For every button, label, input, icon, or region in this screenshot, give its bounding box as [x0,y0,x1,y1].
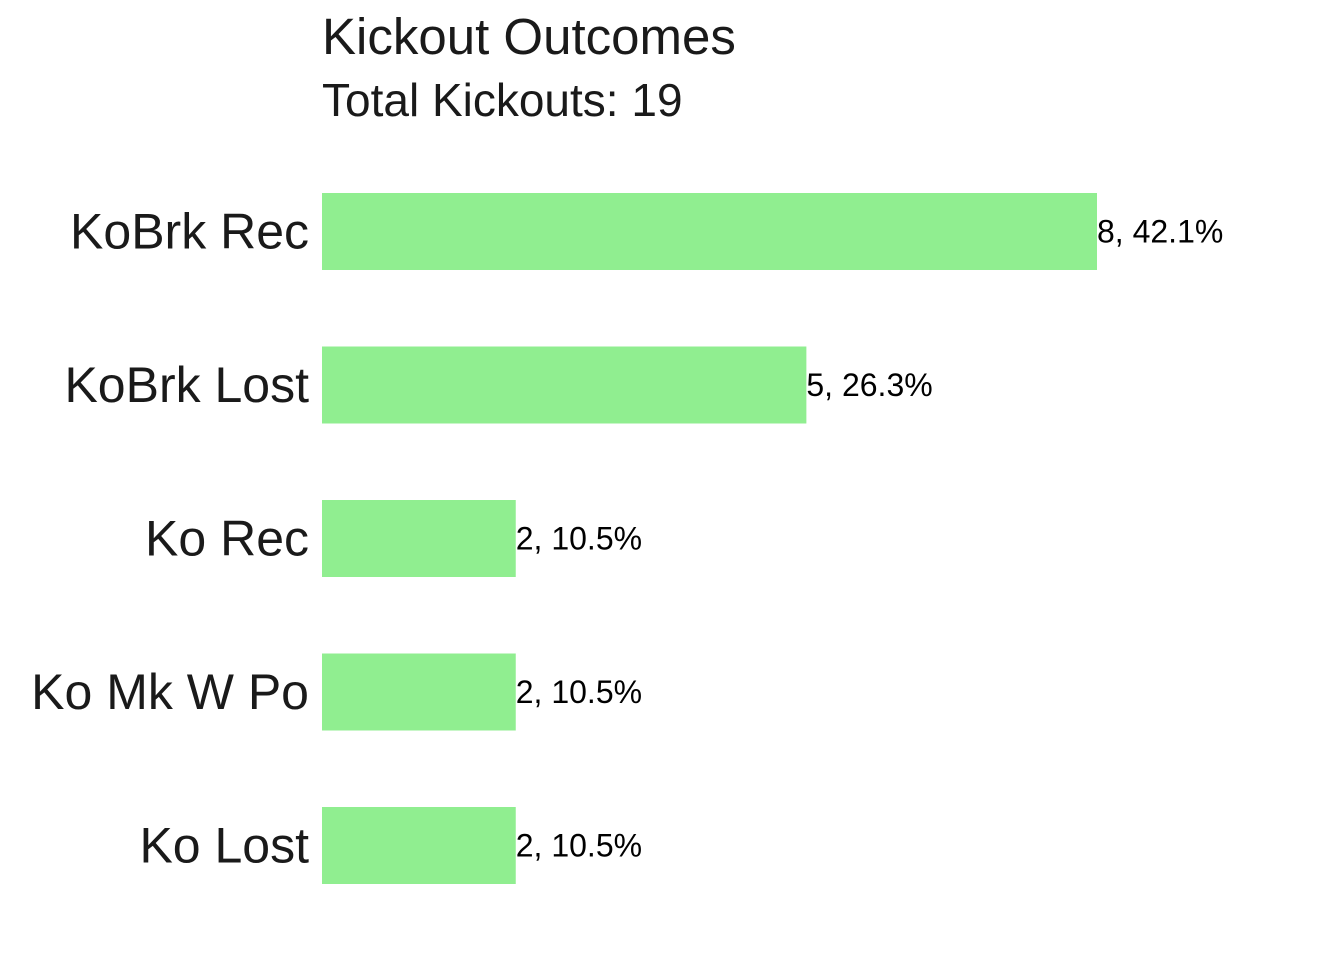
chart-subtitle: Total Kickouts: 19 [322,74,683,126]
data-labels-layer: 8, 42.1% 5, 26.3% 2, 10.5% 2, 10.5% 2, 10.5% [516,214,1224,864]
data-label-ko-lost: 2, 10.5% [516,828,642,864]
chart-title: Kickout Outcomes [322,8,736,65]
data-label-ko-rec: 2, 10.5% [516,521,642,557]
bar-ko-mk-w-po [322,653,516,731]
tick-label-kobrk-lost: KoBrk Lost [64,357,309,413]
bar-ko-rec [322,500,516,577]
tick-label-kobrk-rec: KoBrk Rec [70,204,309,260]
bar-ko-lost [322,807,516,884]
data-label-kobrk-rec: 8, 42.1% [1097,214,1223,250]
category-axis: KoBrk Rec KoBrk Lost Ko Rec Ko Mk W Po Ko Lo… [31,204,309,874]
bar-kobrk-rec [322,193,1097,270]
data-label-ko-mk-w-po: 2, 10.5% [516,674,642,710]
tick-label-ko-rec: Ko Rec [145,511,309,567]
data-label-kobrk-lost: 5, 26.3% [806,367,932,403]
bar-kobrk-lost [322,346,807,424]
tick-label-ko-mk-w-po: Ko Mk W Po [31,664,309,720]
tick-label-ko-lost: Ko Lost [139,818,309,874]
bars-layer [322,193,1097,884]
